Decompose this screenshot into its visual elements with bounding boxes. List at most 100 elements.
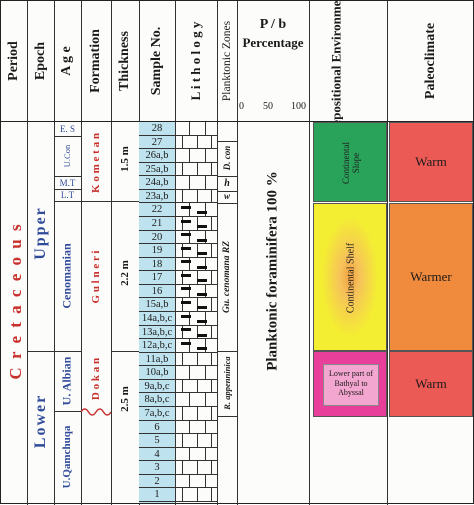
lithology-bed: [175, 407, 217, 421]
sample-row: 8a,b,c: [139, 393, 175, 407]
divider: [237, 1, 238, 505]
zone-divider: [217, 141, 237, 142]
shale-dash: [181, 300, 191, 304]
zone-divider: [217, 416, 237, 417]
lithology-bed: [175, 312, 217, 326]
zone-w: w: [223, 191, 230, 201]
sample-column-fill: [139, 122, 175, 503]
brick-joint: [189, 176, 190, 189]
brick-joint: [205, 230, 206, 244]
lithology-bed: [175, 488, 217, 502]
zone-divider: [217, 203, 237, 204]
brick-joint: [197, 298, 198, 311]
sample-row: 27: [139, 136, 175, 150]
brick-joint: [189, 420, 190, 434]
brick-joint: [205, 366, 206, 379]
sample-row: 16: [139, 285, 175, 299]
brick-joint: [205, 176, 206, 189]
lithology-bed: [175, 244, 217, 258]
age-divider: [54, 189, 81, 190]
brick-joint: [197, 135, 198, 149]
age-divider: [54, 136, 81, 137]
lithology-bed: [175, 122, 217, 136]
shale-dash: [197, 211, 207, 215]
brick-joint: [189, 339, 190, 352]
lithology-bed: [175, 135, 217, 150]
header-depositional: Depositional Environment: [328, 0, 344, 136]
header-lithology: L i t h o l o g y: [188, 21, 203, 101]
brick-joint: [211, 298, 212, 311]
zone-d-con: D. con: [222, 145, 232, 171]
brick-joint: [197, 217, 198, 230]
formation-dokan: D o k a n: [90, 357, 102, 401]
env-slope-label: Continental Slope: [341, 142, 361, 184]
pb-scale-50: 50: [263, 101, 273, 112]
lithology-bed: [175, 284, 217, 299]
brick-joint: [211, 352, 212, 366]
lithology-bed: [175, 352, 217, 367]
brick-joint: [182, 379, 183, 393]
brick-joint: [211, 488, 212, 501]
brick-joint: [182, 244, 183, 257]
thickness-divider: [111, 351, 139, 352]
brick-joint: [182, 488, 183, 501]
brick-joint: [197, 407, 198, 420]
shale-dash: [197, 265, 207, 269]
sample-row: 26a,b: [139, 149, 175, 163]
brick-joint: [197, 461, 198, 474]
brick-joint: [205, 257, 206, 271]
brick-joint: [189, 149, 190, 162]
brick-joint: [211, 461, 212, 474]
formation-kometan: K o m e t a n: [90, 133, 102, 193]
thickness-dokan: 2.5 m: [119, 386, 131, 412]
divider: [81, 1, 82, 505]
brick-joint: [189, 447, 190, 461]
lithology-bed: [175, 203, 217, 217]
zone-divider: [217, 176, 237, 177]
shale-dash: [197, 292, 207, 296]
sample-row: 22: [139, 203, 175, 217]
unconformity-wavy-line: [81, 408, 111, 416]
sample-row: 1: [139, 488, 175, 502]
lithology-bed: [175, 257, 217, 272]
brick-joint: [211, 325, 212, 339]
brick-joint: [189, 284, 190, 298]
sample-row: 10a,b: [139, 366, 175, 380]
header-percentage: Percentage: [242, 35, 304, 50]
header-planktonic-zones: Planktonic Zones: [221, 20, 233, 102]
lithology-bed: [175, 298, 217, 312]
shale-dash: [181, 260, 191, 264]
brick-joint: [205, 203, 206, 216]
sample-row: 18: [139, 258, 175, 272]
climate-warm-upper: Warm: [389, 122, 473, 202]
brick-joint: [189, 393, 190, 406]
sample-row: 6: [139, 421, 175, 435]
planktonic-percentage-label: Planktonic foraminifera 100 %: [264, 171, 281, 371]
env-continental-shelf: Continental Shelf: [313, 203, 387, 351]
lithology-bed: [175, 217, 217, 231]
sample-row: 13a,b,c: [139, 326, 175, 340]
header-epoch: Epoch: [33, 41, 48, 81]
header-formation: Formation: [88, 29, 103, 93]
shale-dash: [181, 205, 191, 209]
lithology-bed: [175, 271, 217, 285]
header-pb: P / b: [259, 17, 287, 32]
formation-gulneri: G u l n e r i: [90, 250, 102, 304]
brick-joint: [189, 203, 190, 216]
formation-divider: [81, 201, 111, 202]
brick-joint: [211, 217, 212, 230]
lithology-bed: [175, 461, 217, 475]
brick-joint: [205, 284, 206, 298]
epoch-lower: Lower: [32, 393, 49, 449]
age-u-qamchuqa: U.Qamchuqa: [61, 425, 73, 489]
sample-row: 5: [139, 434, 175, 448]
brick-joint: [211, 162, 212, 176]
shale-dash: [181, 341, 191, 345]
zone-r-appenninica: R. appenninica: [222, 356, 232, 410]
age-ucon: U.Con: [62, 144, 72, 168]
lithology-bed: [175, 162, 217, 177]
brick-joint: [182, 407, 183, 420]
lithology-bed: [175, 447, 217, 462]
sample-row: 19: [139, 244, 175, 258]
